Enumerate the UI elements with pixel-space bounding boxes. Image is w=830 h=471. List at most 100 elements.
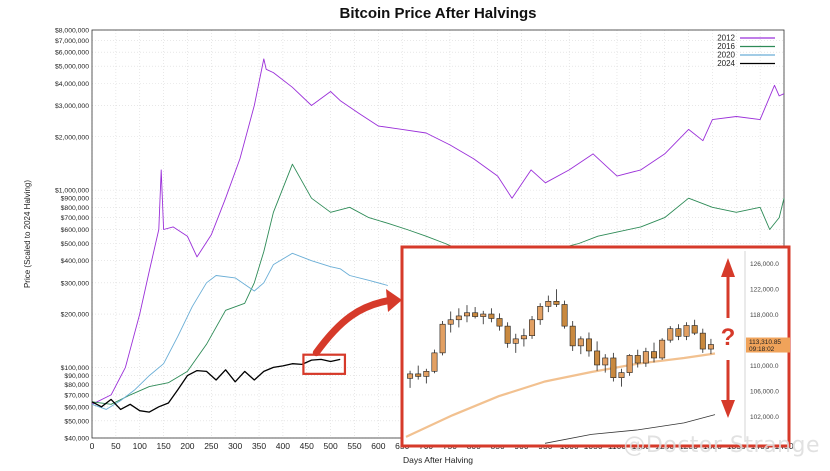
x-tick-label: 250: [204, 441, 218, 451]
inset-candle-body: [439, 323, 446, 354]
x-tick-label: 400: [276, 441, 290, 451]
y-tick-label: $80,000: [64, 382, 89, 389]
inset-panel: [400, 245, 791, 448]
chart-title: Bitcoin Price After Halvings: [340, 5, 537, 22]
inset-price-label: 118,000.0: [750, 312, 779, 319]
inset-candle-body: [618, 372, 625, 378]
y-tick-label: $50,000: [64, 418, 89, 425]
y-tick-label: $200,000: [61, 312, 90, 319]
inset-candle-body: [667, 328, 674, 341]
y-tick-label: $300,000: [61, 280, 90, 287]
y-tick-label: $70,000: [64, 392, 89, 399]
legend-label-2012: 2012: [717, 34, 735, 43]
inset-ma-long: [405, 352, 716, 438]
y-tick-label: $900,000: [61, 196, 90, 203]
inset-candle-body: [561, 304, 568, 327]
inset-candle-body: [472, 312, 479, 317]
highlight-box: [302, 353, 347, 375]
series-line-2024: [91, 358, 341, 413]
inset-candle-body: [626, 355, 633, 373]
inset-candle-body: [423, 371, 430, 377]
y-tick-label: $500,000: [61, 241, 90, 248]
y-axis-label: Price (Scaled to 2024 Halving): [23, 180, 32, 288]
inset-candle-body: [553, 300, 560, 305]
y-tick-label: $1,000,000: [55, 188, 89, 195]
inset-candle-body: [447, 319, 454, 325]
inset-price-label: 126,000.0: [750, 261, 779, 268]
inset-price-label: 102,000.0: [750, 414, 779, 421]
series-line-2016: [91, 163, 785, 405]
y-tick-label: $2,000,000: [55, 134, 89, 141]
watermark: @Doctor Strange: [623, 433, 820, 458]
y-tick-label: $5,000,000: [55, 64, 89, 71]
y-tick-label: $800,000: [61, 205, 90, 212]
inset-candle-body: [569, 325, 576, 347]
legend-label-2024: 2024: [717, 59, 735, 68]
y-tick-label: $700,000: [61, 215, 90, 222]
inset-up-arrowhead: [721, 258, 735, 277]
y-tick-label: $7,000,000: [55, 38, 89, 45]
inset-countdown: 09:18:02: [749, 346, 775, 353]
x-tick-label: 300: [228, 441, 242, 451]
inset-current-price-tag: [746, 337, 790, 353]
x-tick-label: 0: [90, 441, 95, 451]
inset-candle-body: [464, 312, 470, 317]
legend-label-2020: 2020: [717, 51, 735, 60]
inset-candle-body: [504, 325, 511, 344]
series-line-2012: [91, 58, 785, 405]
x-tick-label: 600: [371, 441, 385, 451]
inset-candle-body: [699, 332, 706, 350]
legend-label-2016: 2016: [717, 42, 735, 51]
y-tick-label: $60,000: [64, 404, 89, 411]
inset-candle-body: [415, 373, 422, 377]
inset-candle-body: [545, 300, 552, 307]
inset-candle-body: [480, 313, 487, 317]
inset-candle-body: [610, 357, 617, 378]
inset-candle-body: [585, 338, 592, 352]
inset-candle-body: [675, 328, 682, 337]
x-tick-label: 50: [111, 441, 121, 451]
y-tick-label: $400,000: [61, 258, 90, 265]
y-tick-label: $100,000: [61, 365, 90, 372]
inset-candle-body: [529, 319, 536, 336]
series-line-2020: [91, 252, 389, 410]
x-tick-label: 500: [324, 441, 338, 451]
y-tick-label: $90,000: [64, 373, 89, 380]
inset-candle-body: [407, 373, 414, 379]
y-tick-label: $4,000,000: [55, 81, 89, 88]
inset-price-label: 110,000.0: [750, 363, 779, 370]
inset-candle-body: [707, 344, 714, 350]
inset-candle-body: [691, 325, 698, 334]
y-tick-label: $3,000,000: [55, 103, 89, 110]
inset-candle-body: [577, 338, 584, 347]
x-tick-label: 350: [252, 441, 266, 451]
inset-candle-body: [594, 350, 601, 366]
inset-question-mark: ?: [721, 324, 736, 351]
inset-candle-body: [651, 351, 657, 359]
x-tick-label: 550: [347, 441, 361, 451]
inset-candle-body: [634, 355, 641, 364]
inset-candle-body: [455, 315, 462, 321]
callout-arrow: [312, 296, 396, 357]
inset-candle-body: [537, 306, 544, 321]
inset-candle-body: [520, 335, 527, 340]
y-tick-label: $6,000,000: [55, 50, 89, 57]
inset-candle-body: [683, 325, 690, 337]
inset-candle-body: [431, 352, 438, 372]
y-tick-label: $40,000: [64, 436, 89, 443]
inset-candle-body: [488, 313, 495, 319]
inset-candle-body: [512, 338, 519, 344]
inset-price-label: 122,000.0: [750, 287, 779, 294]
y-tick-label: $8,000,000: [55, 28, 89, 35]
inset-candle-body: [602, 357, 609, 366]
inset-candle-body: [659, 339, 666, 359]
x-tick-label: 100: [133, 441, 147, 451]
callout-arrowhead: [386, 289, 402, 312]
x-tick-label: 150: [156, 441, 170, 451]
y-tick-label: $600,000: [61, 227, 90, 234]
inset-current-price: 113,310.85: [749, 339, 781, 346]
inset-candle-body: [642, 351, 649, 364]
inset-ma-short: [544, 414, 716, 444]
